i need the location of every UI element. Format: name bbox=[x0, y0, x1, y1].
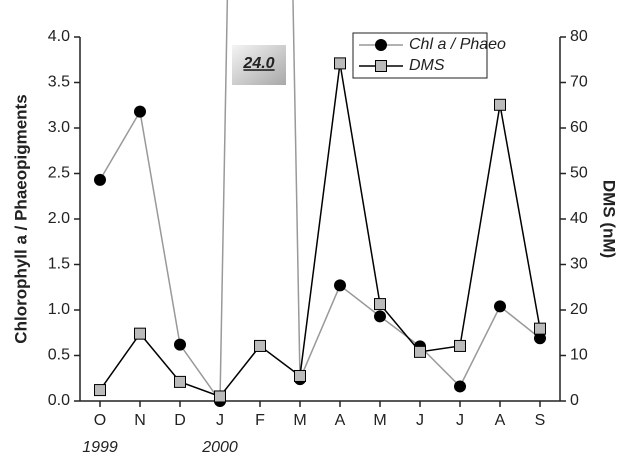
x-tick-label: D bbox=[174, 412, 186, 429]
x-tick-label: M bbox=[293, 412, 306, 429]
x-tick-label: A bbox=[335, 412, 346, 429]
point bbox=[494, 98, 506, 111]
point bbox=[94, 384, 106, 397]
y-tick-label: 0.0 bbox=[48, 392, 70, 409]
point bbox=[374, 298, 386, 311]
point bbox=[454, 380, 466, 393]
series-line bbox=[99, 0, 541, 404]
x-tick-label: A bbox=[495, 412, 506, 429]
year-label: 2000 bbox=[201, 439, 238, 456]
y-tick-label: 2.0 bbox=[48, 210, 70, 227]
point bbox=[494, 300, 506, 313]
point bbox=[254, 339, 266, 352]
y2-tick-label: 30 bbox=[570, 256, 588, 273]
value-label-box bbox=[232, 45, 286, 85]
y-tick-label: 3.0 bbox=[48, 119, 70, 136]
x-tick-label: M bbox=[373, 412, 386, 429]
point bbox=[334, 57, 346, 70]
legend-marker bbox=[375, 60, 387, 72]
legend-label: DMS bbox=[409, 57, 445, 74]
y-axis-label: Chlorophyll a / Phaeopigments bbox=[11, 94, 30, 343]
y-tick-label: 2.5 bbox=[48, 165, 70, 182]
y2-tick-label: 0 bbox=[570, 392, 579, 409]
point bbox=[174, 375, 186, 388]
point bbox=[294, 369, 306, 382]
year-label: 1999 bbox=[82, 439, 118, 456]
point bbox=[214, 390, 226, 403]
y2-tick-label: 60 bbox=[570, 119, 588, 136]
point bbox=[134, 327, 146, 340]
y2-tick-label: 70 bbox=[570, 74, 588, 91]
y2-tick-label: 50 bbox=[570, 165, 588, 182]
y2-axis-label: DMS (nM) bbox=[600, 180, 619, 258]
y2-tick-label: 80 bbox=[570, 28, 588, 45]
y-tick-label: 3.5 bbox=[48, 74, 70, 91]
y-tick-label: 4.0 bbox=[48, 28, 70, 45]
x-tick-label: N bbox=[134, 412, 146, 429]
y-tick-label: 1.0 bbox=[48, 301, 70, 318]
point bbox=[94, 173, 106, 186]
y-tick-label: 1.5 bbox=[48, 256, 70, 273]
legend-marker bbox=[375, 39, 387, 51]
point bbox=[334, 279, 346, 292]
point bbox=[534, 332, 546, 345]
point bbox=[374, 310, 386, 323]
x-tick-label: S bbox=[535, 412, 546, 429]
y2-tick-label: 10 bbox=[570, 347, 588, 364]
x-tick-label: J bbox=[456, 412, 464, 429]
point bbox=[534, 322, 546, 335]
x-tick-label: O bbox=[94, 412, 106, 429]
y2-tick-label: 20 bbox=[570, 301, 588, 318]
value-label: 24.0 bbox=[242, 55, 274, 72]
y-tick-label: 0.5 bbox=[48, 347, 70, 364]
x-tick-label: J bbox=[216, 412, 224, 429]
y2-tick-label: 40 bbox=[570, 210, 588, 227]
series-line bbox=[99, 63, 541, 398]
point bbox=[454, 339, 466, 352]
x-tick-label: F bbox=[255, 412, 265, 429]
legend-label: Chl a / Phaeo bbox=[409, 36, 506, 53]
x-tick-label: J bbox=[416, 412, 424, 429]
point bbox=[174, 338, 186, 351]
point bbox=[414, 345, 426, 358]
point bbox=[134, 105, 146, 118]
